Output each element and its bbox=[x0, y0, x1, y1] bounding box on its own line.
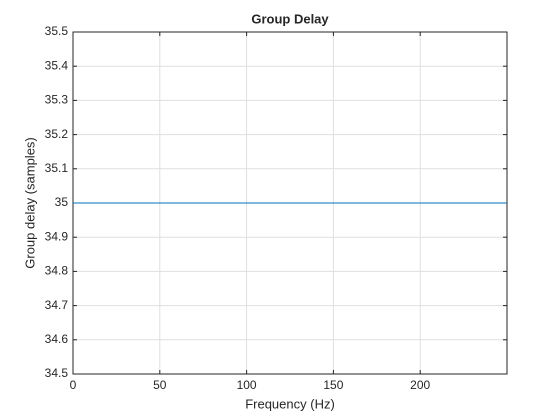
chart-title: Group Delay bbox=[251, 11, 329, 26]
y-tick-label: 34.6 bbox=[45, 332, 69, 346]
x-tick-label: 150 bbox=[323, 378, 343, 392]
y-tick-label: 35.1 bbox=[45, 161, 69, 175]
y-tick-label: 35 bbox=[55, 195, 69, 209]
y-tick-label: 35.3 bbox=[45, 93, 69, 107]
y-tick-label: 34.8 bbox=[45, 264, 69, 278]
x-tick-label: 200 bbox=[410, 378, 430, 392]
y-tick-label: 34.9 bbox=[45, 229, 69, 243]
y-tick-label: 34.5 bbox=[45, 366, 69, 380]
x-tick-label: 0 bbox=[70, 378, 77, 392]
x-tick-label: 100 bbox=[237, 378, 257, 392]
x-tick-label: 50 bbox=[153, 378, 167, 392]
y-tick-label: 35.4 bbox=[45, 58, 69, 72]
y-axis-label: Group delay (samples) bbox=[22, 137, 37, 269]
x-axis-label: Frequency (Hz) bbox=[245, 396, 335, 411]
y-tick-label: 35.5 bbox=[45, 24, 69, 38]
y-tick-label: 35.2 bbox=[45, 127, 69, 141]
y-tick-label: 34.7 bbox=[45, 298, 69, 312]
